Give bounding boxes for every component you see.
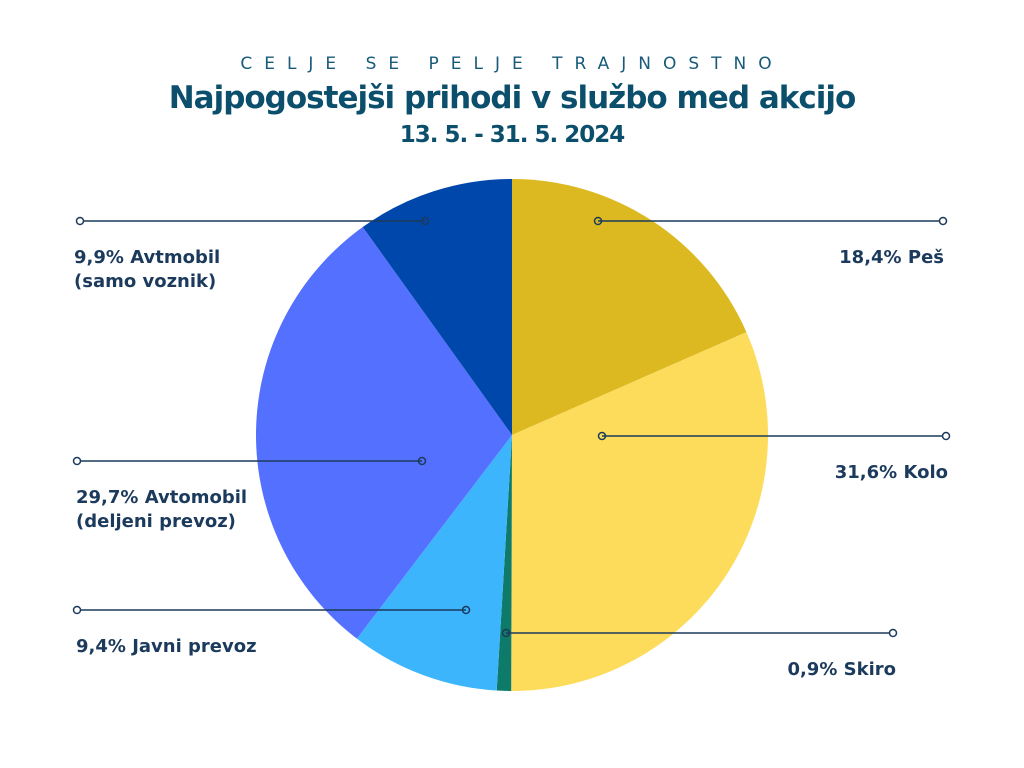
category-label: Skiro (843, 659, 896, 680)
value-label: 29,7% (76, 487, 139, 508)
leader-dot (941, 431, 951, 441)
chart-title: Najpogostejši prihodi v službo med akcij… (168, 80, 857, 116)
pie-slice (362, 179, 512, 435)
pie-slice (512, 179, 747, 435)
value-label: 18,4% (839, 247, 902, 268)
category-label: Peš (907, 247, 944, 268)
leader-dot (938, 216, 948, 226)
leader-dot (461, 605, 471, 615)
value-label: 9,9% (74, 247, 124, 268)
leader-dot (72, 456, 82, 466)
category-label: Javni prevoz (132, 636, 257, 657)
pie-slice (356, 435, 512, 691)
value-label: 9,4% (76, 636, 126, 657)
leader-dot (593, 216, 603, 226)
slice-label: 18,4% Peš (644, 246, 944, 270)
leader-dot (420, 216, 430, 226)
slice-label: 29,7% Avtomobil (deljeni prevoz) (76, 486, 276, 534)
slice-label: 9,9% Avtmobil (samo voznik) (74, 246, 249, 294)
pie-slice (496, 435, 512, 691)
chart-subtitle: 13. 5. - 31. 5. 2024 (399, 122, 626, 148)
value-label: 0,9% (787, 659, 838, 680)
leader-dot (888, 628, 898, 638)
value-label: 31,6% (834, 462, 898, 483)
leader-dot (417, 456, 427, 466)
category-label: Avtmobil (samo voznik) (74, 247, 221, 292)
slice-label: 9,4% Javni prevoz (76, 635, 336, 659)
chart-supertitle: CELJE SE PELJE TRAJNOSTNO (240, 54, 784, 74)
leader-dot (75, 216, 85, 226)
pie-slice (511, 332, 769, 691)
slice-label: 31,6% Kolo (648, 461, 948, 485)
category-label: Kolo (903, 462, 948, 483)
leader-dot (597, 431, 607, 441)
pie-slice (256, 227, 512, 639)
leader-dot (72, 605, 82, 615)
category-label: Avtomobil (deljeni prevoz) (76, 487, 248, 532)
slice-label: 0,9% Skiro (596, 658, 896, 682)
leader-dot (501, 628, 511, 638)
